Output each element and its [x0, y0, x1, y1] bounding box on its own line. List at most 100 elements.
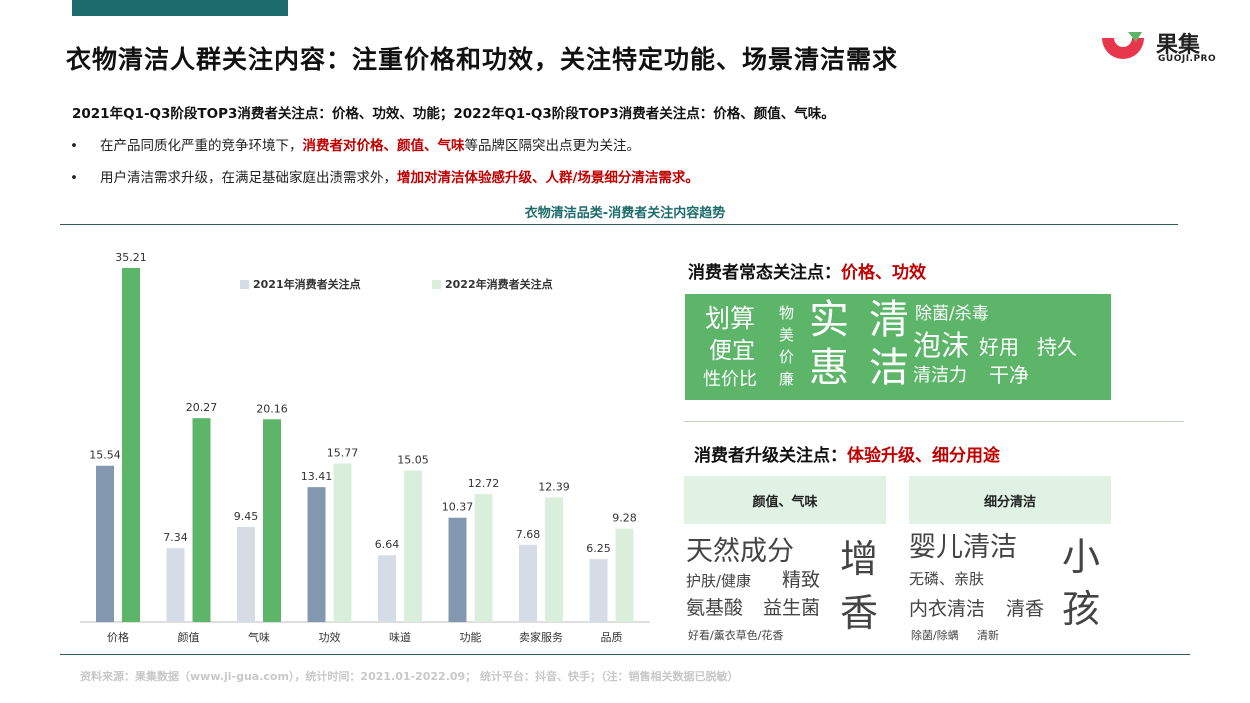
legend-swatch-2022	[432, 280, 441, 289]
word: 增	[840, 537, 879, 581]
bullet-dot: •	[70, 170, 78, 186]
x-tick-label: 颜值	[178, 631, 200, 644]
brand-logo: 果集 GUOJI.PRO	[1098, 24, 1218, 72]
bar-2022-7	[615, 528, 634, 622]
legend-swatch-2021	[240, 280, 249, 289]
page-title: 衣物清洁人群关注内容：注重价格和功效，关注特定功能、场景清洁需求	[66, 45, 899, 74]
word: 天然成分	[686, 536, 794, 567]
bullet-2-highlight: 增加对清洁体验感升级、人群/场景细分清洁需求。	[397, 170, 699, 186]
word: 便宜	[709, 338, 755, 364]
data-label: 35.21	[115, 251, 147, 264]
data-label: 10.37	[442, 501, 474, 514]
word: 清洁力	[913, 365, 967, 386]
data-label: 15.05	[397, 454, 429, 467]
word: 香	[840, 591, 879, 635]
word: 内衣清洁	[909, 598, 986, 620]
bullet-1-pre: 在产品同质化严重的竞争环境下，	[100, 138, 303, 154]
word: 清新	[977, 629, 999, 642]
x-tick-label: 功能	[460, 630, 482, 644]
word: 惠	[809, 345, 849, 391]
data-label: 20.27	[186, 401, 218, 414]
data-label: 6.64	[375, 538, 400, 551]
x-tick-label: 味道	[389, 630, 411, 644]
bar-2021-5	[448, 517, 467, 622]
bar-2021-7	[589, 559, 608, 622]
bar-2022-6	[545, 497, 563, 622]
chart-title: 衣物清洁品类-消费者关注内容趋势	[524, 206, 726, 221]
word: 干净	[989, 363, 1029, 387]
top-accent-bar	[72, 0, 288, 16]
word: 实	[809, 297, 849, 343]
bar-2022-5	[474, 494, 493, 622]
source-note: 资料来源：果集数据（www.ji-gua.com），统计时间：2021.01-2…	[80, 670, 739, 683]
word: 精致	[782, 569, 821, 591]
bar-chart-svg: 15.54 35.21 价格 7.34 20.27 颜值 9.45 20.16 气味 13.41 1…	[80, 251, 650, 644]
data-label: 12.39	[538, 480, 570, 493]
tag-segmented-cleaning: 细分清洁	[909, 476, 1111, 524]
word: 价	[779, 348, 795, 366]
word: 氨基酸	[686, 597, 744, 619]
bar-2022-1	[192, 418, 211, 622]
word: 持久	[1037, 335, 1077, 359]
word: 清	[869, 297, 909, 343]
panel1-title-pre: 消费者常态关注点：	[688, 263, 841, 283]
legend-label-2021: 2021年消费者关注点	[253, 278, 361, 291]
panel1-title-highlight: 价格、功效	[841, 263, 926, 283]
data-label: 15.77	[327, 446, 359, 459]
bar-2022-2	[263, 419, 281, 622]
x-tick-label: 价格	[107, 630, 129, 644]
panel2-title: 消费者升级关注点：体验升级、细分用途	[694, 441, 1000, 466]
bar-2021-6	[519, 544, 537, 622]
subtitle: 2021年Q1-Q3阶段TOP3消费者关注点：价格、功效、功能；2022年Q1-…	[72, 106, 835, 122]
word: 泡沫	[913, 329, 970, 362]
regular-concern-wordcloud: 划算 便宜 性价比 物 美 价 廉 实 惠 清 洁 除菌/杀毒 泡沫 好用 持久…	[685, 294, 1111, 400]
logo-sub: GUOJI.PRO	[1158, 54, 1217, 64]
word: 小	[1062, 535, 1101, 579]
bullet-1: • 在产品同质化严重的竞争环境下，消费者对价格、颜值、气味等品牌区隔突出点更为关注…	[70, 134, 640, 154]
word: 无磷、亲肤	[909, 570, 985, 588]
panel2-title-highlight: 体验升级、细分用途	[847, 446, 1000, 466]
bullet-1-highlight: 消费者对价格、颜值、气味	[302, 138, 465, 154]
panel1-title: 消费者常态关注点：价格、功效	[688, 258, 926, 283]
data-label: 13.41	[301, 470, 333, 483]
bar-2022-0	[122, 267, 140, 622]
bullet-2: • 用户清洁需求升级，在满足基础家庭出渍需求外，增加对清洁体验感升级、人群/场景细…	[70, 166, 699, 186]
top-divider	[60, 224, 1178, 225]
x-tick-label: 气味	[248, 630, 270, 644]
word: 洁	[869, 345, 909, 391]
data-label: 20.16	[256, 402, 288, 415]
bullet-1-post: 等品牌区隔突出点更为关注。	[464, 138, 641, 154]
bar-2021-2	[237, 526, 255, 622]
bullet-2-pre: 用户清洁需求升级，在满足基础家庭出渍需求外，	[100, 170, 397, 186]
bottom-divider	[60, 654, 1190, 655]
legend-label-2022: 2022年消费者关注点	[445, 278, 553, 291]
logo-name: 果集	[1156, 33, 1201, 58]
word: 婴儿清洁	[909, 532, 1017, 563]
word: 好看/薰衣草色/花香	[688, 629, 784, 642]
bar-chart: 15.54 35.21 价格 7.34 20.27 颜值 9.45 20.16 气味 13.41 1…	[60, 230, 660, 650]
word: 孩	[1062, 587, 1101, 631]
data-label: 12.72	[468, 477, 500, 490]
bar-2022-3	[333, 463, 352, 622]
word: 廉	[779, 370, 795, 388]
data-label: 7.68	[516, 528, 541, 541]
word: 物	[779, 304, 795, 322]
legend-2022: 2022年消费者关注点	[432, 276, 553, 292]
bar-2021-0	[96, 465, 114, 622]
bullet-dot: •	[70, 138, 78, 154]
x-tick-label: 功效	[319, 630, 341, 644]
word: 护肤/健康	[686, 572, 752, 590]
word: 好用	[979, 335, 1019, 359]
bar-2021-3	[307, 487, 326, 622]
word: 除菌/杀毒	[915, 304, 989, 324]
legend-2021: 2021年消费者关注点	[240, 276, 361, 292]
tag-appearance-scent: 颜值、气味	[684, 476, 886, 524]
word: 美	[779, 326, 795, 344]
word: 划算	[705, 304, 756, 333]
bar-2021-4	[378, 555, 396, 622]
data-label: 15.54	[89, 449, 121, 462]
word: 性价比	[703, 369, 757, 390]
data-label: 6.25	[586, 542, 611, 555]
bar-2021-1	[166, 548, 185, 622]
panel-divider	[684, 421, 1184, 422]
